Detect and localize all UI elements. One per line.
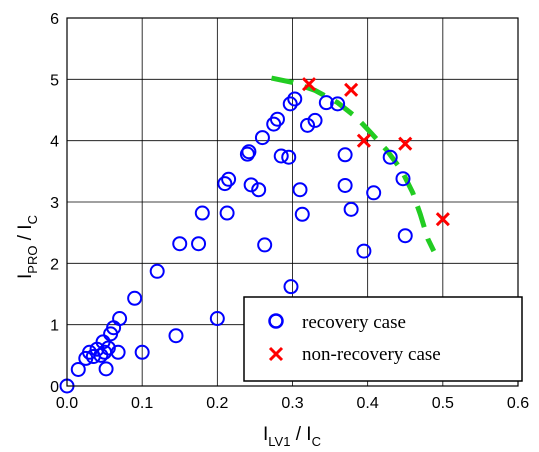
recovery-point (292, 182, 308, 198)
recovery-point (281, 149, 297, 165)
x-tick-label: 0.3 (281, 395, 303, 412)
legend-label-recovery: recovery case (302, 312, 406, 333)
non-recovery-point (344, 82, 359, 97)
recovery-point (330, 96, 346, 112)
recovery-point (307, 112, 323, 128)
recovery-point (269, 111, 285, 127)
legend-label-non-recovery: non-recovery case (302, 344, 441, 365)
non-recovery-point (301, 77, 317, 92)
x-axis-label-sub2: C (312, 434, 321, 449)
recovery-point (287, 91, 303, 107)
recovery-point (241, 144, 257, 160)
y-axis-label-sub: PRO (25, 246, 40, 274)
y-axis-label-main: I (15, 274, 36, 279)
y-tick-label: 0 (50, 379, 59, 396)
non-recovery-point (356, 133, 371, 148)
recovery-point (221, 171, 237, 187)
legend-marker-non-recovery (268, 346, 284, 362)
x-axis-label-rest: / I (290, 424, 311, 445)
y-tick-label: 6 (50, 11, 59, 28)
recovery-point (194, 205, 210, 221)
recovery-point (294, 206, 310, 222)
x-tick-label: 0.5 (432, 395, 454, 412)
x-axis-label-main: I (263, 424, 268, 445)
legend-marker-recovery (268, 313, 284, 329)
recovery-point (112, 311, 128, 327)
x-tick-label: 0.4 (357, 395, 379, 412)
recovery-point (356, 243, 372, 259)
recovery-point (110, 344, 126, 360)
recovery-point (300, 117, 316, 133)
recovery-point (337, 177, 353, 193)
recovery-point (382, 149, 398, 165)
recovery-point (127, 290, 143, 306)
recovery-point (273, 148, 289, 164)
legend-box (243, 296, 523, 382)
recovery-point (100, 340, 116, 356)
x-tick-label: 0.0 (56, 395, 78, 412)
y-tick-label: 3 (50, 195, 59, 212)
boundary-curve (270, 75, 437, 253)
recovery-point (149, 263, 165, 279)
legend: recovery case non-recovery case (243, 296, 523, 382)
recovery-point (257, 237, 273, 253)
recovery-point (168, 328, 184, 344)
boundary-curve-line (270, 75, 437, 253)
recovery-point (243, 177, 259, 193)
x-tick-label: 0.1 (131, 395, 153, 412)
recovery-point (337, 147, 353, 163)
recovery-point (283, 279, 299, 295)
recovery-point (209, 311, 225, 327)
x-axis-label: ILV1 / IC (263, 424, 321, 449)
y-axis-label-rest: / I (15, 224, 36, 245)
recovery-point (134, 344, 150, 360)
recovery-point (343, 201, 359, 217)
recovery-point (366, 185, 382, 201)
recovery-point (172, 236, 188, 252)
recovery-point (98, 361, 114, 377)
y-tick-label: 4 (50, 134, 59, 151)
series-recovery-case (59, 91, 413, 394)
y-tick-label: 2 (50, 256, 59, 273)
x-axis-label-sub: LV1 (268, 434, 290, 449)
x-tick-label: 0.2 (206, 395, 228, 412)
recovery-point (217, 176, 233, 192)
recovery-point (395, 171, 411, 187)
recovery-point (219, 205, 235, 221)
y-tick-label: 1 (50, 318, 59, 335)
non-recovery-point (398, 136, 413, 151)
recovery-point (318, 95, 334, 111)
series-non-recovery-case (301, 77, 450, 227)
y-tick-label: 5 (50, 72, 59, 89)
y-axis-label: IPRO / IC (15, 215, 40, 279)
recovery-point (70, 361, 86, 377)
y-axis-label-sub2: C (25, 215, 40, 224)
recovery-point (254, 130, 270, 146)
recovery-point (397, 228, 413, 244)
recovery-point (282, 96, 298, 112)
recovery-point (191, 236, 207, 252)
plot-border (66, 17, 519, 387)
tick-labels: 0.0 0.1 0.2 0.3 0.4 0.5 0.6 0 1 2 3 4 5 6 (50, 11, 529, 412)
x-tick-label: 0.6 (507, 395, 529, 412)
recovery-point (251, 182, 267, 198)
non-recovery-point (435, 212, 450, 227)
